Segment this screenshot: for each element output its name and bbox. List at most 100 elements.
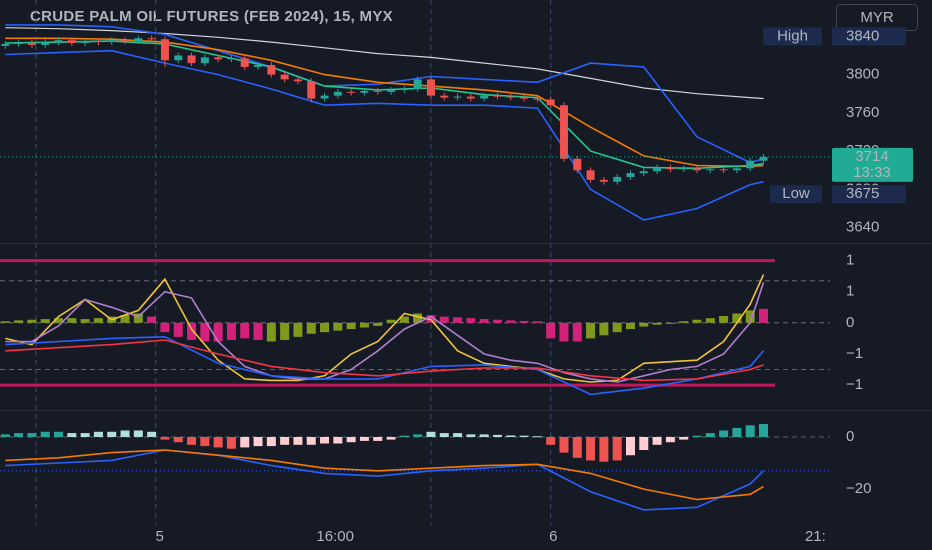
- histogram-bar: [546, 436, 556, 445]
- histogram-bar: [559, 322, 569, 342]
- candle-body: [520, 97, 529, 99]
- candle-body: [147, 38, 156, 40]
- marker-value-box: [832, 27, 906, 46]
- candle-body: [626, 173, 635, 177]
- histogram-bar: [413, 434, 423, 437]
- histogram-bar: [187, 436, 197, 445]
- histogram-bar: [586, 322, 596, 339]
- histogram-bar: [506, 435, 516, 437]
- indicator-line: [5, 274, 765, 383]
- x-tick-label: 16:00: [316, 528, 354, 545]
- histogram-bar: [492, 319, 502, 323]
- candle-body: [214, 57, 223, 60]
- histogram-bar: [625, 322, 635, 330]
- histogram-bar: [745, 425, 755, 437]
- candle-body: [360, 90, 369, 93]
- indicator-line: [5, 449, 764, 501]
- y-tick-label: 3760: [846, 104, 879, 121]
- candle-body: [586, 170, 595, 180]
- marker-tag-box: [763, 27, 822, 46]
- histogram-bar: [280, 436, 290, 445]
- histogram-bar: [293, 436, 303, 445]
- candle-body: [320, 95, 329, 99]
- candle-body: [546, 99, 555, 106]
- histogram-bar: [173, 436, 183, 443]
- histogram-bar: [67, 318, 77, 323]
- marker-tag-box: [770, 185, 822, 204]
- histogram-bar: [479, 434, 489, 437]
- y-tick-label: 1: [846, 283, 854, 300]
- candle-body: [14, 43, 23, 45]
- histogram-bar: [453, 317, 463, 323]
- histogram-bar: [519, 320, 529, 323]
- histogram-bar: [306, 436, 316, 445]
- histogram-bar: [732, 427, 742, 437]
- histogram-bar: [399, 316, 409, 323]
- candle-body: [413, 79, 422, 89]
- histogram-bar: [120, 430, 130, 437]
- histogram-bar: [386, 436, 396, 440]
- histogram-bar: [333, 322, 343, 331]
- currency-label[interactable]: MYR: [860, 9, 894, 26]
- candle-body: [506, 96, 515, 98]
- histogram-bar: [40, 319, 50, 323]
- histogram-bar: [133, 430, 143, 437]
- candle-body: [559, 105, 568, 159]
- histogram-bar: [346, 322, 356, 330]
- histogram-bar: [346, 436, 356, 443]
- histogram-bar: [147, 431, 157, 437]
- histogram-bar: [306, 322, 316, 334]
- histogram-bar: [492, 434, 502, 437]
- marker-tag: Low: [782, 185, 810, 202]
- chart-title: CRUDE PALM OIL FUTURES (FEB 2024), 15, M…: [30, 8, 393, 25]
- histogram-bar: [386, 319, 396, 323]
- histogram-bar: [333, 436, 343, 444]
- y-tick-label: −20: [846, 480, 871, 497]
- histogram-bar: [226, 322, 236, 340]
- histogram-bar: [266, 436, 276, 447]
- candle-body: [426, 79, 435, 96]
- histogram-bar: [705, 433, 715, 437]
- candle-body: [347, 91, 356, 93]
- candle-body: [373, 90, 382, 92]
- y-tick-label: −1: [846, 376, 863, 393]
- candle-body: [387, 89, 396, 92]
- candle-body: [440, 95, 449, 98]
- histogram-bar: [466, 318, 476, 323]
- histogram-bar: [692, 435, 702, 437]
- candle-body: [613, 176, 622, 182]
- candle-body: [81, 41, 90, 44]
- marker-value-box: [832, 185, 906, 204]
- marker-value: 3675: [846, 185, 879, 202]
- histogram-bar: [359, 322, 369, 328]
- histogram-bar: [213, 436, 223, 448]
- y-tick-label: −1: [846, 345, 863, 362]
- candle-body: [293, 79, 302, 82]
- candle-body: [466, 96, 475, 99]
- histogram-bar: [612, 322, 622, 333]
- histogram-bar: [572, 322, 582, 342]
- histogram-bar: [80, 433, 90, 437]
- histogram-bar: [359, 436, 369, 441]
- histogram-bar: [373, 436, 383, 441]
- histogram-bar: [373, 322, 383, 326]
- marker-value: 3840: [846, 27, 879, 44]
- candle-body: [692, 168, 701, 171]
- candle-body: [493, 95, 502, 97]
- histogram-bar: [0, 434, 10, 437]
- histogram-bar: [453, 433, 463, 437]
- histogram-bar: [253, 322, 263, 340]
- histogram-bar: [266, 322, 276, 342]
- candle-body: [240, 58, 249, 67]
- candle-body: [599, 179, 608, 182]
- x-tick-label: 21:: [805, 528, 826, 545]
- histogram-bar: [426, 431, 436, 437]
- candle-body: [666, 167, 675, 170]
- histogram-bar: [200, 436, 210, 447]
- histogram-bar: [320, 436, 330, 444]
- histogram-bar: [200, 322, 210, 342]
- candle-body: [134, 38, 143, 42]
- candle-body: [54, 40, 63, 43]
